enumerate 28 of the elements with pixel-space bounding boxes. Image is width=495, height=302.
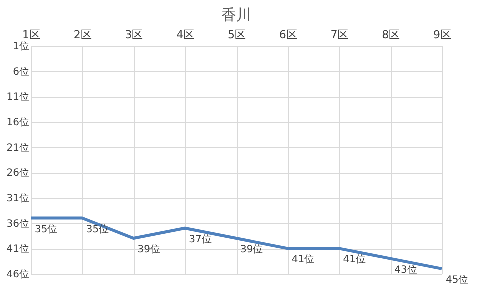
y-tick-label: 6位 [13,66,30,78]
y-tick-label: 41位 [6,243,30,256]
x-tick-label: 3区 [125,28,144,42]
x-tick-label: 6区 [279,28,298,42]
x-tick-label: 7区 [330,28,349,42]
x-tick-label: 4区 [176,28,195,42]
y-tick-label: 46位 [6,268,30,280]
x-tick-label: 2区 [74,28,92,42]
y-tick-label: 11位 [6,91,30,104]
y-tick-label: 21位 [6,142,30,154]
y-tick-label: 36位 [6,218,30,230]
x-tick-label: 9区 [434,28,452,42]
data-label: 41位 [343,254,366,266]
y-tick-label: 1位 [13,40,30,52]
data-label: 43位 [394,264,418,276]
data-label: 35位 [35,223,58,236]
x-tick-label: 5区 [228,28,246,42]
chart-title: 香川 [222,6,252,24]
data-label: 37位 [189,233,212,246]
y-tick-label: 16位 [6,116,30,128]
y-tick-label: 26位 [6,167,30,180]
x-tick-label: 1区 [22,28,40,42]
x-tick-label: 8区 [382,28,400,42]
data-label: 41位 [292,254,315,266]
data-label: 39位 [138,244,160,256]
data-label: 45位 [446,274,469,286]
y-tick-label: 31位 [6,192,30,204]
data-label: 39位 [240,244,264,256]
